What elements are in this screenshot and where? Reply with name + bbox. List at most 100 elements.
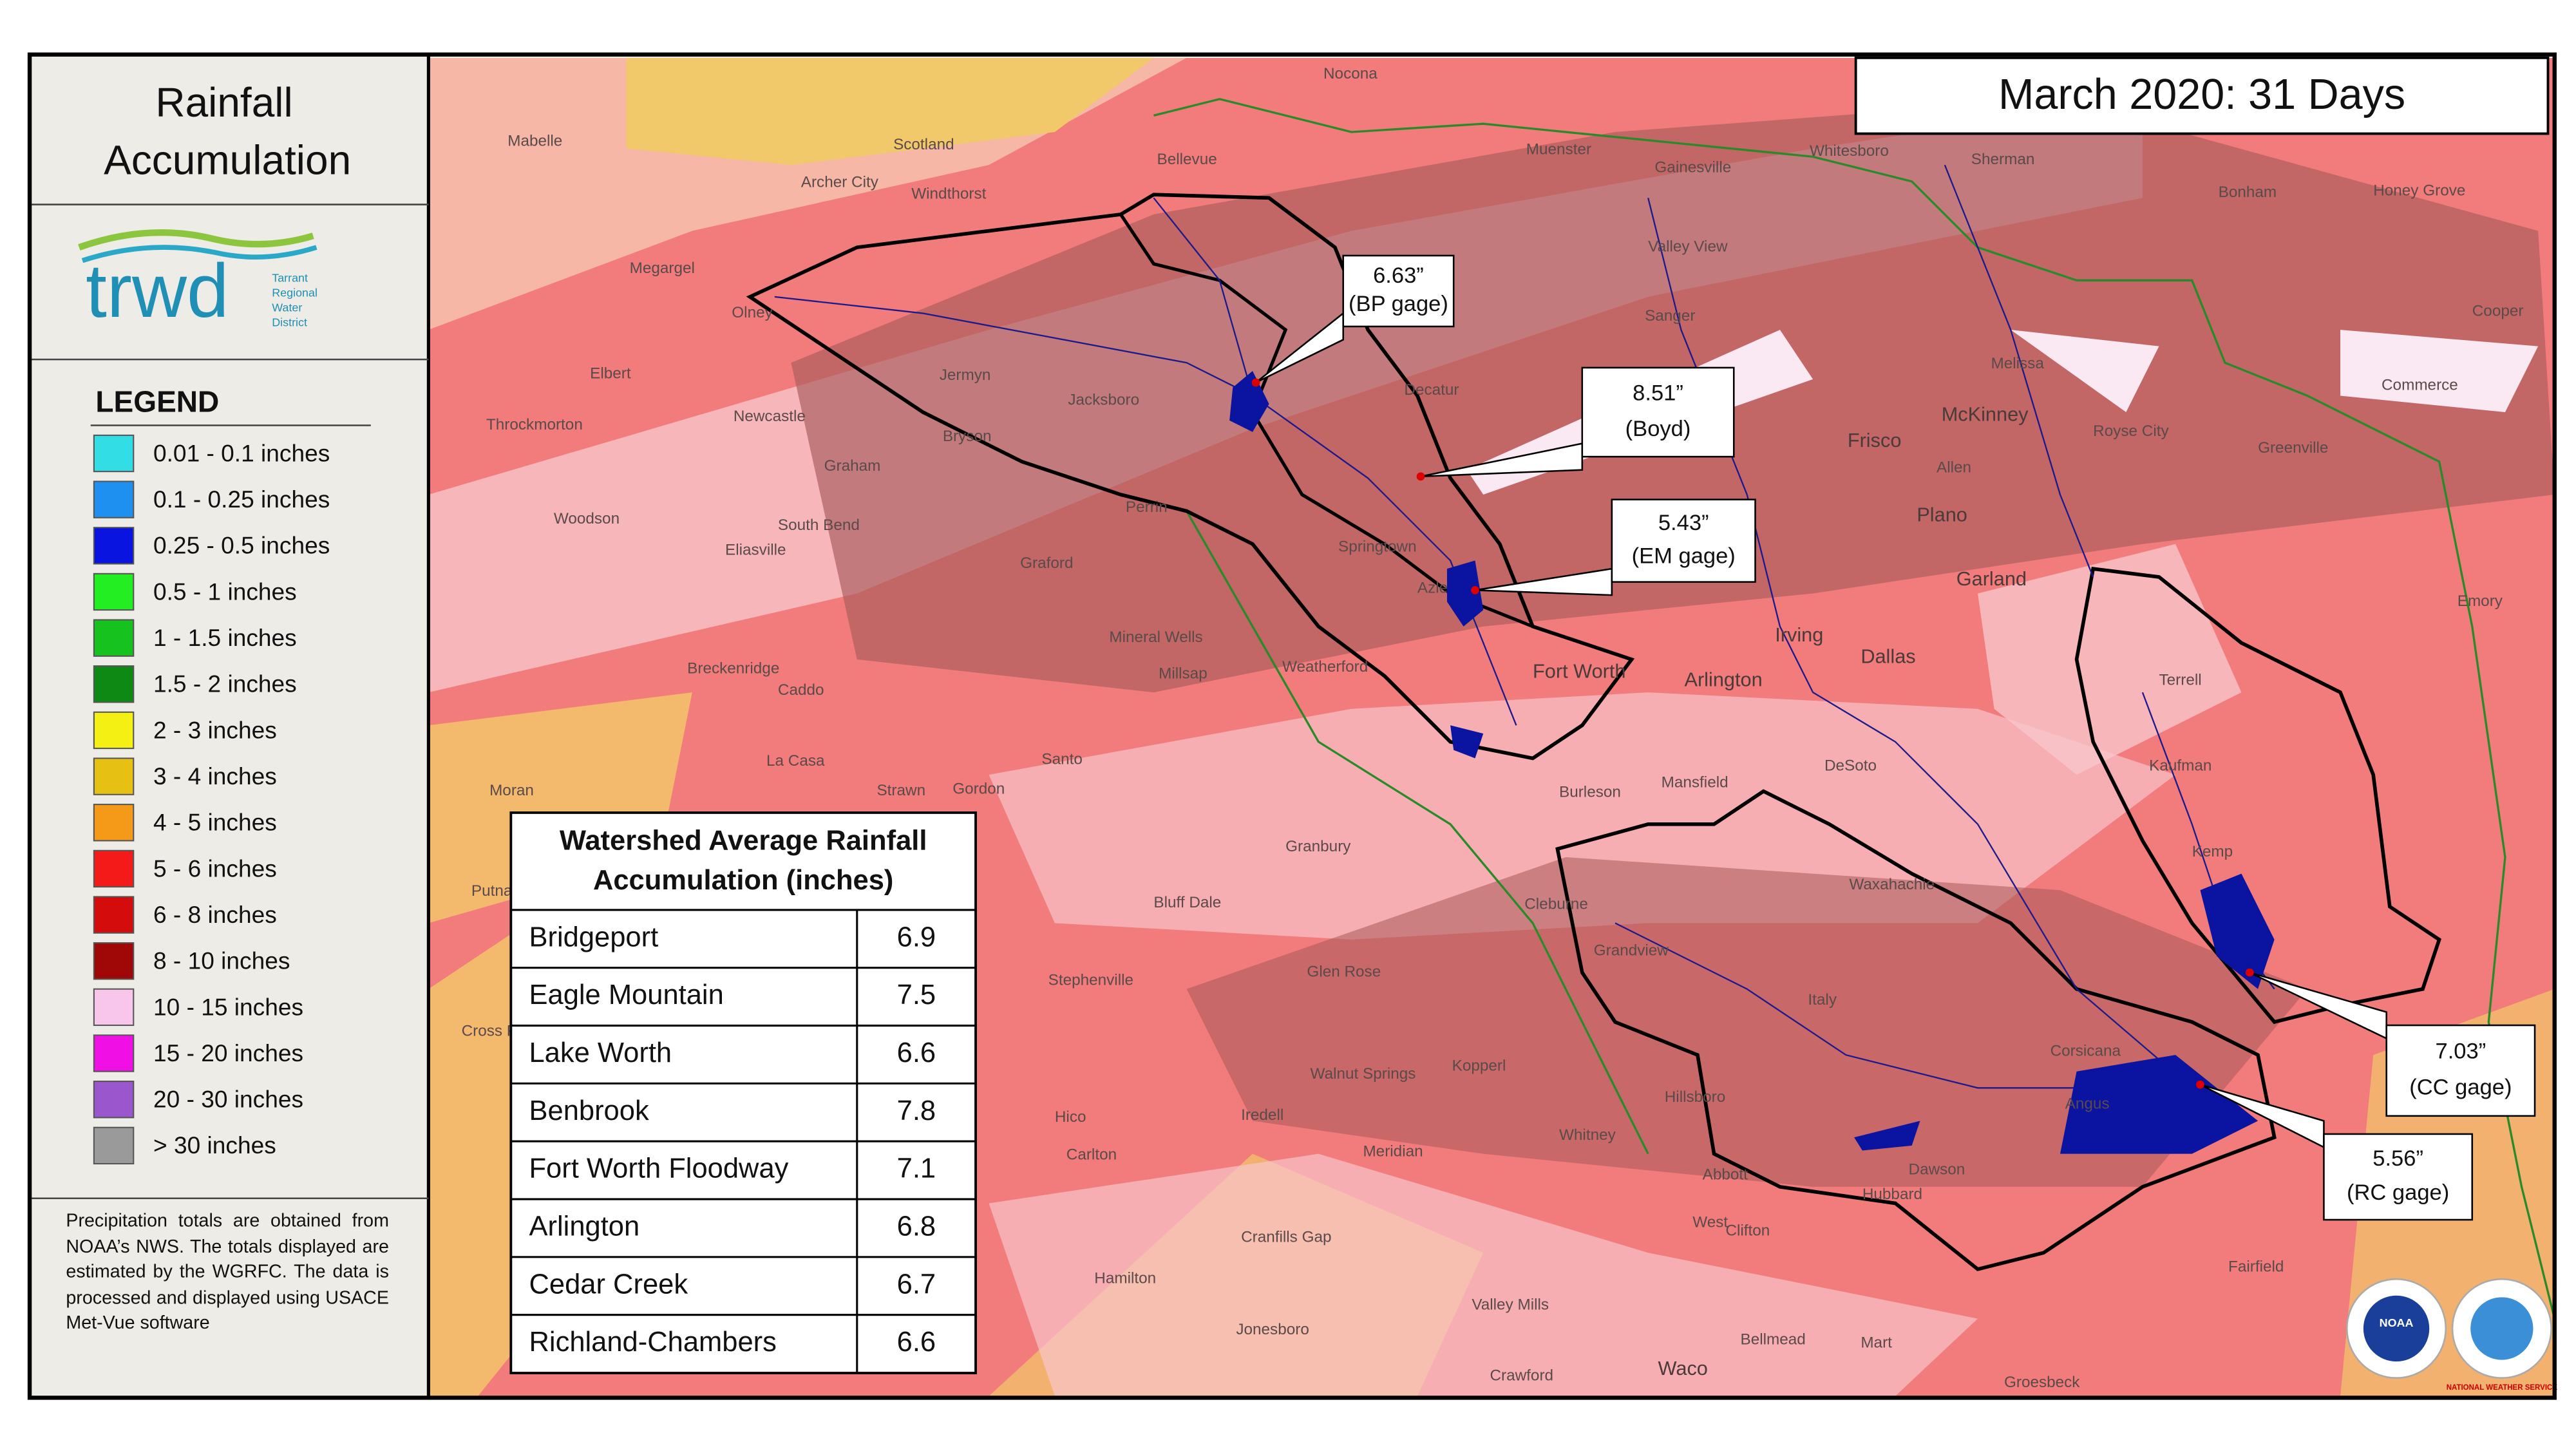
place-label: Iredell [1241,1106,1283,1124]
callout-value: 7.03” [2435,1039,2486,1063]
legend-swatch [93,942,135,980]
place-label: Plano [1917,503,1967,526]
lake [1229,371,1269,432]
legend-swatch [93,1081,135,1119]
place-label: Mineral Wells [1109,629,1202,646]
table-cell-name: Arlington [529,1211,639,1242]
rain-band [2340,330,2539,413]
gage-point [1471,586,1479,594]
gage-point [2245,968,2254,977]
place-label: Cooper [2472,302,2524,319]
place-label: Archer City [801,174,879,191]
place-label: DeSoto [1824,757,1877,775]
legend-swatch [93,896,135,934]
watershed-outline [746,193,1635,761]
table-cell-value: 7.1 [897,1153,936,1184]
place-label: Sanger [1645,307,1695,325]
legend-swatch [93,434,135,473]
rain-band [626,57,1154,166]
place-label: Mabelle [507,133,562,150]
legend-label: 0.1 - 0.25 inches [153,486,330,513]
place-label: Bonham [2219,184,2277,201]
place-label: Graford [1020,554,1073,572]
callout-box [1342,254,1455,328]
place-label: Clifton [1725,1222,1770,1239]
place-label: Eliasville [725,541,786,558]
place-label: La Casa [766,752,825,770]
place-label: Millsap [1159,665,1208,682]
place-label: Cranfills Gap [1241,1229,1331,1246]
legend-swatch [93,619,135,657]
table-cell-value: 7.8 [897,1095,936,1126]
callout-gage: (BP gage) [1349,292,1448,316]
legend-label: 5 - 6 inches [153,855,277,882]
place-label: Bellevue [1157,151,1217,168]
rain-band [989,1153,1978,1396]
nws-logo-inner [2470,1297,2533,1360]
place-label: Kopperl [1452,1057,1506,1074]
logo-subtitle: Water [272,301,302,314]
callout-gage: (RC gage) [2347,1180,2449,1205]
place-label: Perrin [1126,498,1168,516]
place-label: Whitney [1559,1126,1616,1144]
place-label: West [1692,1214,1728,1231]
callout-gage: (Boyd) [1625,417,1691,441]
place-label: Valley Mills [1472,1296,1549,1314]
lakes [1229,371,2275,1154]
place-label: Megargel [630,260,695,277]
place-label: Woodson [554,510,620,527]
logo-swoosh [78,229,314,251]
place-label: Abbott [1703,1166,1748,1183]
place-label: Italy [1808,991,1837,1009]
table-cell-name: Lake Worth [529,1037,672,1068]
boundary-line [1153,98,2556,1319]
place-label: Melissa [1991,355,2044,372]
place-label: Allen [1937,459,1971,476]
river [1944,164,2094,578]
place-label: Hico [1055,1108,1086,1126]
table-cell-name: Bridgeport [529,922,658,952]
callout-value: 5.56” [2372,1146,2423,1171]
callout-box [1611,498,1756,583]
table-cell-value: 6.6 [897,1037,936,1068]
place-label: Greenville [2258,439,2328,457]
place-label: Azle [1417,579,1448,596]
place-label: Walnut Springs [1311,1065,1416,1083]
place-label: Elbert [590,365,631,383]
legend-label: 20 - 30 inches [153,1086,303,1113]
place-label: Terrell [2159,672,2202,689]
place-label: Moran [489,782,534,799]
table-title: Watershed Average Rainfall [560,825,927,856]
note: Precipitation totals are obtained from N… [66,1211,389,1334]
note-box: Precipitation totals are obtained from N… [66,1211,389,1334]
place-label: Commerce [2382,377,2458,394]
lake [1450,725,1484,759]
legend-swatch [93,665,135,703]
callout-value: 8.51” [1633,381,1683,406]
table-title: Accumulation (inches) [593,865,893,896]
place-label: Jermyn [940,366,991,384]
lake [1854,1121,1920,1151]
sidebar-title: Accumulation [104,137,351,183]
place-label: Emory [2458,592,2503,610]
place-labels: Mabelle Archer City Scotland Windthorst Bell… [462,65,2524,1391]
place-label: Waco [1658,1357,1708,1379]
place-label: Muenster [1526,141,1591,158]
table-cell-value: 7.5 [897,980,936,1010]
place-label: Dallas [1861,645,1915,667]
callouts: 6.63” (BP gage) 8.51” (Boyd) 5.43” (EM gage) 7… [1251,254,2536,1221]
logo-subtitle: District [272,316,307,329]
place-label: Waxahachie [1849,876,1935,893]
place-label: Garland [1956,567,2027,590]
watershed-outline [2074,567,2441,1025]
legend-label: 3 - 4 inches [153,762,277,790]
place-label: Kemp [2192,843,2233,860]
header-title: March 2020: 31 Days [1998,71,2405,118]
place-label: Scotland [893,136,954,153]
nws-logo-text: NATIONAL WEATHER SERVICE [2447,1384,2558,1392]
place-label: Gainesville [1654,159,1731,176]
sidebar-title: Rainfall [155,79,292,126]
place-label: Nocona [1323,65,1378,82]
place-label: Windthorst [911,185,986,203]
